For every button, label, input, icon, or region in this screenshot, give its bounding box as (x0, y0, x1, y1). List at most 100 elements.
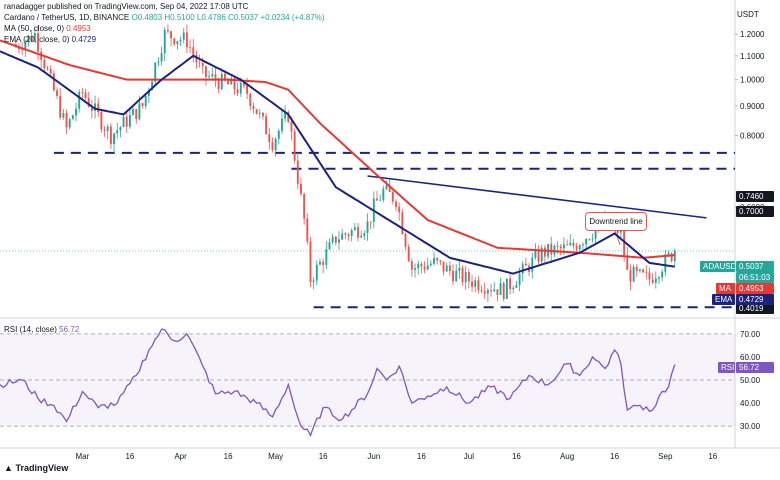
candle-body (157, 61, 160, 63)
candle-body (458, 267, 461, 271)
publisher-line: ranadagger published on TradingView.com,… (4, 2, 249, 11)
candle-body (24, 42, 27, 51)
candle-body (204, 66, 207, 78)
candle-body (293, 131, 296, 161)
candle-body (553, 246, 556, 255)
candle-body (505, 278, 508, 299)
time-tick-label: 16 (610, 452, 619, 461)
candle-body (97, 103, 100, 113)
candle-body (540, 247, 543, 262)
ma-legend-value: 0.4953 (66, 24, 91, 33)
candle-body (410, 261, 413, 270)
rsi-pane (0, 328, 735, 438)
ema-legend[interactable]: EMA (20, close, 0) 0.4729 (4, 35, 96, 44)
candle-body (277, 130, 280, 139)
candle-body (211, 74, 214, 77)
candle-body (151, 81, 154, 91)
candle-body (490, 290, 493, 292)
candle-body (322, 261, 325, 265)
candle-body (452, 271, 454, 282)
candle-body (106, 126, 109, 131)
candle-body (629, 269, 632, 282)
candle-body (236, 89, 239, 94)
candle-body (382, 188, 385, 200)
time-tick-label: 16 (512, 452, 521, 461)
candle-body (467, 272, 470, 282)
rsi-tick-label: 50.00 (740, 376, 761, 385)
candle-body (242, 82, 245, 86)
candle-body (87, 98, 90, 107)
candle-body (534, 250, 537, 258)
candle-body (562, 244, 565, 249)
candle-body (265, 116, 268, 135)
candle-body (436, 258, 439, 261)
time-tick-label: May (268, 452, 283, 461)
grid (0, 0, 780, 449)
candle-body (56, 90, 58, 96)
candle-body (423, 266, 426, 270)
candle-body (648, 272, 651, 280)
candle-body (125, 116, 128, 127)
candle-body (52, 73, 55, 91)
candle-body (217, 80, 220, 90)
candle-body (100, 112, 103, 130)
candle-body (147, 90, 150, 96)
candle-body (220, 73, 223, 90)
candle-body (363, 233, 366, 237)
candle-body (496, 289, 499, 295)
candle-body (65, 113, 68, 128)
symbol-price-tag-label: ADAUSDT (700, 261, 741, 272)
candle-body (315, 264, 318, 281)
time-tick-label: Jun (367, 452, 380, 461)
candle-body (173, 38, 176, 45)
candle-body (369, 221, 372, 223)
time-tick-label: 16 (224, 452, 233, 461)
candle-body (515, 285, 518, 288)
candle-body (331, 236, 334, 243)
candle-body (319, 261, 321, 265)
candle-body (208, 76, 211, 78)
candle-body (471, 281, 473, 287)
candle-body (252, 105, 255, 110)
ma-price-tag: 0.4953 (736, 283, 774, 294)
candle-body (499, 283, 502, 295)
candle-body (661, 271, 664, 278)
candle-body (366, 221, 369, 234)
candle-body (502, 283, 505, 299)
candle-body (512, 287, 515, 289)
time-tick-label: 16 (708, 452, 717, 461)
candle-body (182, 32, 185, 40)
candle-body (328, 242, 331, 250)
ma-legend[interactable]: MA (50, close, 0) 0.4953 (4, 24, 91, 33)
candle-body (268, 134, 271, 143)
candle-body (185, 32, 188, 48)
candle-body (144, 95, 147, 107)
ema-legend-label: EMA (20, close, 0) (4, 35, 70, 44)
candle-body (645, 272, 648, 274)
candle-body (230, 78, 233, 85)
candle-body (442, 261, 445, 272)
candle-body (141, 103, 144, 107)
candle-body (455, 270, 458, 282)
candle-body (255, 109, 258, 114)
candles (14, 24, 676, 302)
candle-body (448, 265, 451, 272)
candle-body (521, 263, 524, 274)
candle-body (227, 80, 230, 85)
time-tick-label: Jul (464, 452, 474, 461)
candle-body (37, 33, 39, 52)
candle-body (398, 206, 401, 213)
candle-body (632, 266, 635, 282)
candle-body (480, 290, 483, 292)
candle-body (84, 92, 87, 99)
rsi-legend[interactable]: RSI (14, close) 56.72 (4, 325, 79, 334)
countdown-tag: 06:51:03 (736, 272, 774, 283)
candle-body (246, 85, 249, 94)
candle-body (651, 279, 654, 283)
candle-body (420, 263, 423, 267)
candle-body (90, 106, 93, 111)
candle-body (414, 268, 416, 270)
candle-body (588, 239, 591, 240)
price-tick-label: 0.8000 (740, 131, 765, 140)
